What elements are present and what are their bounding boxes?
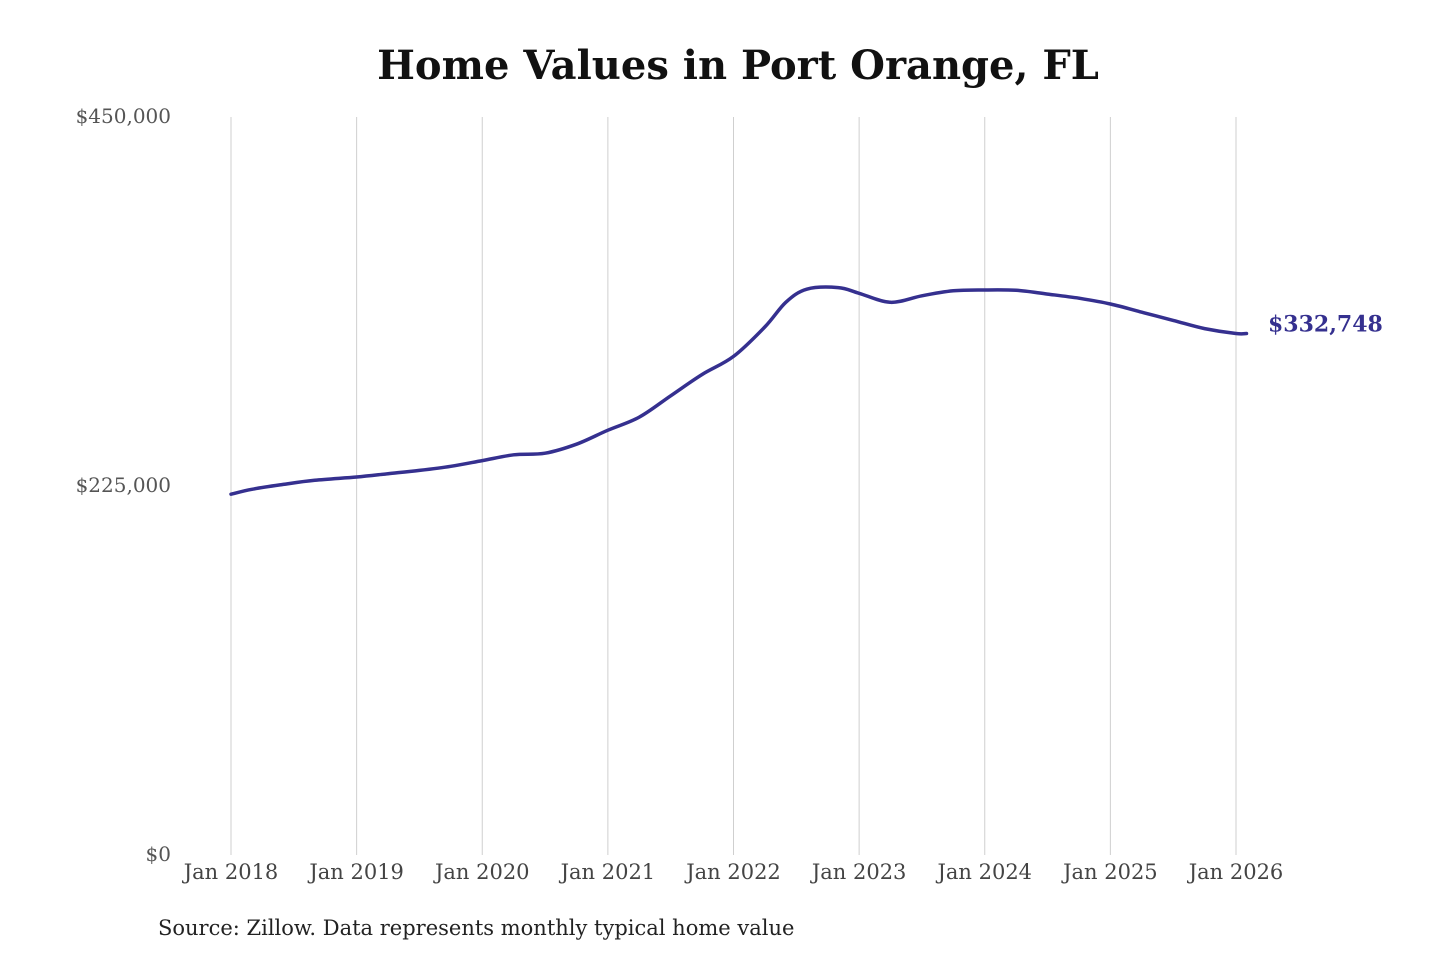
end-value-label: $332,748 bbox=[1268, 311, 1383, 337]
series-layer bbox=[229, 285, 1249, 496]
x-tick-label: Jan 2024 bbox=[935, 860, 1032, 884]
series-line bbox=[229, 285, 1249, 496]
x-tick-label: Jan 2020 bbox=[433, 860, 530, 884]
x-tick-label: Jan 2019 bbox=[307, 860, 404, 884]
x-tick-label: Jan 2025 bbox=[1061, 860, 1158, 884]
source-note: Source: Zillow. Data represents monthly … bbox=[158, 916, 795, 940]
x-tick-label: Jan 2021 bbox=[559, 860, 656, 884]
chart-title: Home Values in Port Orange, FL bbox=[377, 42, 1099, 89]
grid-lines bbox=[230, 117, 1237, 855]
x-tick-label: Jan 2018 bbox=[182, 860, 279, 884]
y-tick-label: $0 bbox=[146, 842, 171, 866]
x-tick-label: Jan 2022 bbox=[684, 860, 781, 884]
x-axis-ticks: Jan 2018 Jan 2019 Jan 2020 Jan 2021 Jan 2022… bbox=[182, 860, 1284, 884]
x-tick-label: Jan 2023 bbox=[810, 860, 907, 884]
y-tick-label: $225,000 bbox=[76, 473, 171, 497]
y-axis-ticks: $450,000 $225,000 $0 bbox=[76, 104, 171, 866]
y-tick-label: $450,000 bbox=[76, 104, 171, 128]
x-tick-label: Jan 2026 bbox=[1187, 860, 1284, 884]
